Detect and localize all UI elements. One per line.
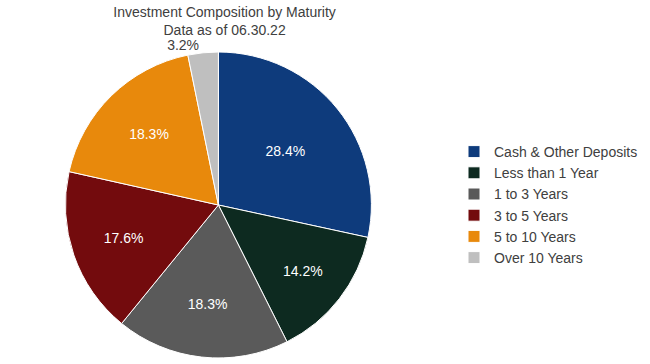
svg-text:1 to 3 Years: 1 to 3 Years [494, 186, 568, 202]
svg-text:28.4%: 28.4% [266, 143, 306, 159]
svg-text:3 to 5 Years: 3 to 5 Years [494, 208, 568, 224]
svg-text:Investment Composition by Matu: Investment Composition by MaturityData a… [113, 4, 336, 38]
svg-text:18.3%: 18.3% [188, 296, 228, 312]
svg-text:Cash & Other Deposits: Cash & Other Deposits [494, 144, 637, 160]
svg-text:Over 10 Years: Over 10 Years [494, 250, 583, 266]
svg-text:18.3%: 18.3% [129, 126, 169, 142]
svg-text:14.2%: 14.2% [283, 263, 323, 279]
svg-text:Less than 1 Year: Less than 1 Year [494, 165, 599, 181]
svg-text:17.6%: 17.6% [104, 230, 144, 246]
svg-text:5 to 10 Years: 5 to 10 Years [494, 229, 576, 245]
svg-text:3.2%: 3.2% [167, 37, 199, 53]
